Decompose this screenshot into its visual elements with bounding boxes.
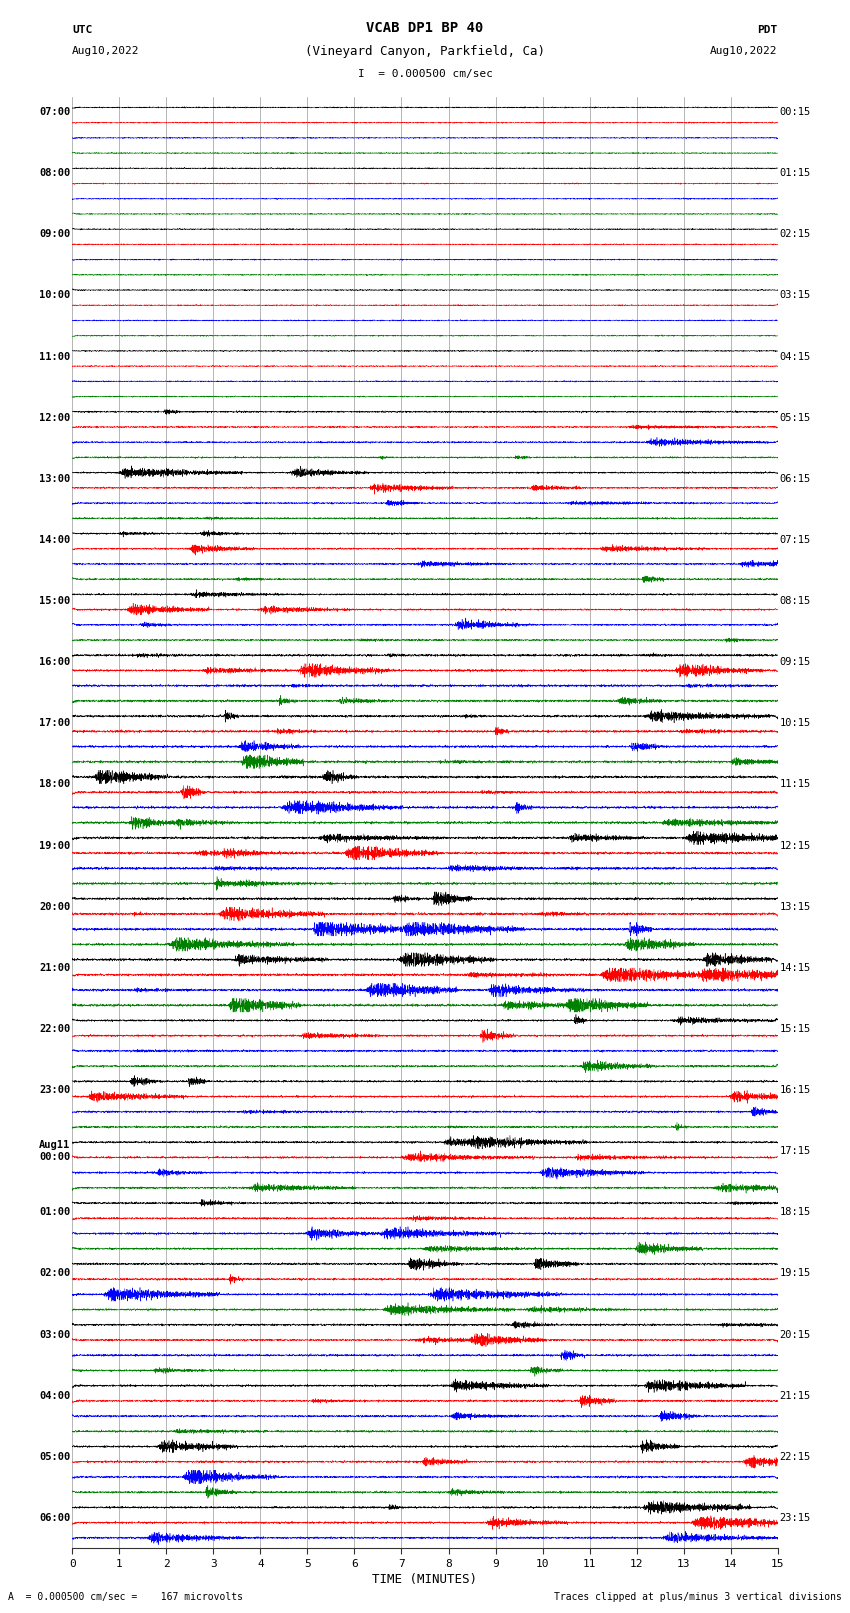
Text: 07:00: 07:00: [39, 106, 71, 118]
Text: VCAB DP1 BP 40: VCAB DP1 BP 40: [366, 21, 484, 35]
Text: (Vineyard Canyon, Parkfield, Ca): (Vineyard Canyon, Parkfield, Ca): [305, 45, 545, 58]
Text: 21:15: 21:15: [779, 1390, 811, 1400]
Text: 11:00: 11:00: [39, 352, 71, 361]
Text: 09:00: 09:00: [39, 229, 71, 239]
Text: 16:15: 16:15: [779, 1086, 811, 1095]
Text: 05:15: 05:15: [779, 413, 811, 423]
Text: 04:15: 04:15: [779, 352, 811, 361]
Text: 06:00: 06:00: [39, 1513, 71, 1523]
Text: 00:15: 00:15: [779, 106, 811, 118]
Text: 10:15: 10:15: [779, 718, 811, 729]
Text: 16:00: 16:00: [39, 656, 71, 668]
Text: I  = 0.000500 cm/sec: I = 0.000500 cm/sec: [358, 69, 492, 79]
Text: 06:15: 06:15: [779, 474, 811, 484]
Text: 08:00: 08:00: [39, 168, 71, 177]
Text: Traces clipped at plus/minus 3 vertical divisions: Traces clipped at plus/minus 3 vertical …: [553, 1592, 842, 1602]
Text: 15:00: 15:00: [39, 597, 71, 606]
Text: 04:00: 04:00: [39, 1390, 71, 1400]
Text: 18:00: 18:00: [39, 779, 71, 789]
Text: 11:15: 11:15: [779, 779, 811, 789]
Text: PDT: PDT: [757, 26, 778, 35]
Text: 12:00: 12:00: [39, 413, 71, 423]
Text: 05:00: 05:00: [39, 1452, 71, 1461]
Text: 07:15: 07:15: [779, 536, 811, 545]
Text: 18:15: 18:15: [779, 1207, 811, 1218]
Text: 14:15: 14:15: [779, 963, 811, 973]
Text: 01:00: 01:00: [39, 1207, 71, 1218]
Text: 08:15: 08:15: [779, 597, 811, 606]
Text: 19:15: 19:15: [779, 1268, 811, 1279]
Text: 21:00: 21:00: [39, 963, 71, 973]
Text: 20:00: 20:00: [39, 902, 71, 911]
Text: 10:00: 10:00: [39, 290, 71, 300]
Text: 17:15: 17:15: [779, 1147, 811, 1157]
Text: 03:15: 03:15: [779, 290, 811, 300]
Text: Aug11
00:00: Aug11 00:00: [39, 1140, 71, 1161]
Text: 01:15: 01:15: [779, 168, 811, 177]
Text: 03:00: 03:00: [39, 1329, 71, 1339]
Text: 17:00: 17:00: [39, 718, 71, 729]
Text: 23:15: 23:15: [779, 1513, 811, 1523]
Text: 12:15: 12:15: [779, 840, 811, 850]
Text: 20:15: 20:15: [779, 1329, 811, 1339]
Text: Aug10,2022: Aug10,2022: [711, 47, 778, 56]
Text: Aug10,2022: Aug10,2022: [72, 47, 139, 56]
Text: 22:15: 22:15: [779, 1452, 811, 1461]
Text: 02:00: 02:00: [39, 1268, 71, 1279]
Text: 13:00: 13:00: [39, 474, 71, 484]
Text: 02:15: 02:15: [779, 229, 811, 239]
Text: 09:15: 09:15: [779, 656, 811, 668]
Text: 22:00: 22:00: [39, 1024, 71, 1034]
Text: A  = 0.000500 cm/sec =    167 microvolts: A = 0.000500 cm/sec = 167 microvolts: [8, 1592, 243, 1602]
X-axis label: TIME (MINUTES): TIME (MINUTES): [372, 1573, 478, 1586]
Text: 19:00: 19:00: [39, 840, 71, 850]
Text: 15:15: 15:15: [779, 1024, 811, 1034]
Text: 13:15: 13:15: [779, 902, 811, 911]
Text: 23:00: 23:00: [39, 1086, 71, 1095]
Text: UTC: UTC: [72, 26, 93, 35]
Text: 14:00: 14:00: [39, 536, 71, 545]
